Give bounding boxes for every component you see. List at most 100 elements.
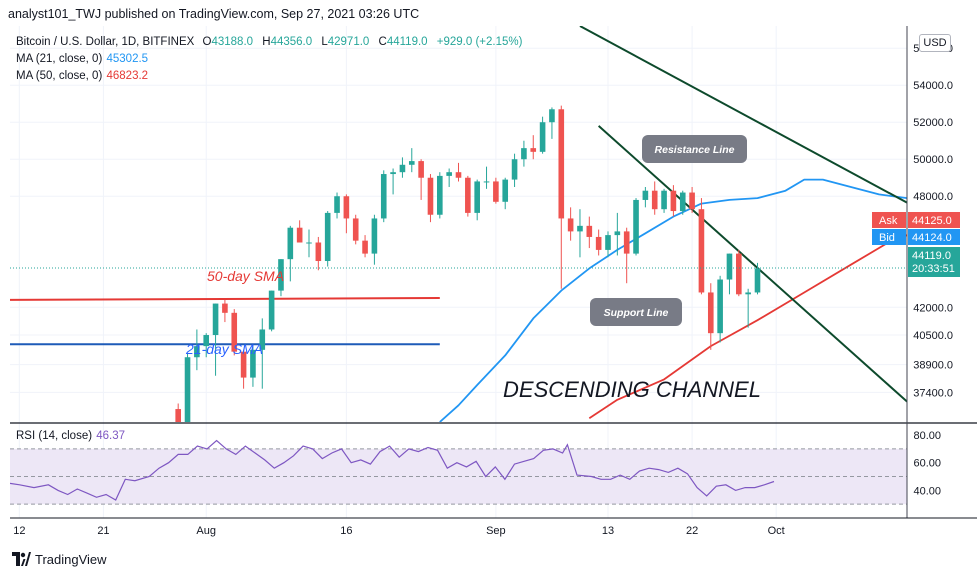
footer-brand-text: TradingView xyxy=(35,552,107,567)
currency-button[interactable]: USD xyxy=(919,34,951,52)
candle-body xyxy=(334,196,340,213)
resistance-label-box xyxy=(642,135,747,163)
candle-body xyxy=(324,212,331,262)
candle-body xyxy=(558,109,565,219)
candle-body xyxy=(521,148,527,160)
candle-body xyxy=(203,335,210,347)
rsi-line xyxy=(10,439,775,501)
price-pane xyxy=(10,26,907,422)
time-tick-label: 12 xyxy=(13,525,25,537)
footer-brand[interactable]: TradingView xyxy=(12,552,107,567)
high-value: 44356.0 xyxy=(270,36,313,48)
candle-body xyxy=(418,161,424,178)
rsi-band xyxy=(10,448,907,505)
candle-body xyxy=(465,177,471,213)
candle-body xyxy=(212,303,219,336)
candle-body xyxy=(380,174,387,219)
candle-body xyxy=(717,279,723,334)
resistance-label: Resistance Line xyxy=(655,144,735,156)
ma50-legend[interactable]: MA (50, close, 0) 46823.2 xyxy=(16,70,148,82)
candle-body xyxy=(427,177,434,215)
candle-body xyxy=(231,312,238,352)
time-tick-label: 22 xyxy=(686,525,698,537)
high-label: H xyxy=(262,36,271,48)
candle-body xyxy=(474,181,480,213)
ma21-value: 45302.5 xyxy=(106,53,149,65)
grid-lines xyxy=(10,26,907,518)
channel-title: DESCENDING CHANNEL xyxy=(503,377,761,402)
candle-body xyxy=(736,253,742,295)
time-tick-label: 16 xyxy=(340,525,352,537)
price-tick-label: 50000.0 xyxy=(913,154,953,166)
rsi-legend[interactable]: RSI (14, close) 46.37 xyxy=(16,430,125,442)
candle-body xyxy=(175,409,181,422)
resistance-line xyxy=(579,26,907,204)
bid-value-box xyxy=(908,229,960,245)
candle-body xyxy=(240,351,247,378)
candle-body xyxy=(689,192,695,210)
candle-body xyxy=(399,164,406,173)
candle-body xyxy=(343,196,350,219)
bid-value: 44124.0 xyxy=(912,232,952,244)
candle-body xyxy=(278,259,284,291)
change-value: +929.0 (+2.15%) xyxy=(436,36,523,48)
close-value: 44119.0 xyxy=(386,36,428,48)
candle-body xyxy=(511,159,518,180)
rsi-value: 46.37 xyxy=(96,430,126,442)
bid-label-box xyxy=(872,229,906,245)
low-value: 42971.0 xyxy=(327,36,370,48)
candle-body xyxy=(502,179,509,202)
candle-body xyxy=(222,303,228,313)
candle-body xyxy=(651,190,658,210)
candle-body xyxy=(530,148,537,152)
chart-frame xyxy=(10,26,977,519)
time-axis[interactable]: 12 21 Aug 16 Sep 13 22 Oct xyxy=(13,525,785,537)
candle-body xyxy=(586,225,593,237)
candle-body xyxy=(455,172,462,178)
support-line xyxy=(597,125,907,403)
candle-body xyxy=(539,122,546,152)
candle-body xyxy=(371,218,378,254)
ma21-annotation: 21-day SMA xyxy=(185,341,263,357)
price-tags: Ask 44125.0 Bid 44124.0 44119.020:33:51 xyxy=(872,212,960,277)
ma50-value: 46823.2 xyxy=(106,70,149,82)
price-tick-label: 52000.0 xyxy=(913,117,953,129)
candle-body xyxy=(493,181,499,202)
low-label: L xyxy=(321,36,328,48)
candle-body xyxy=(595,236,602,250)
price-tick-label: 48000.0 xyxy=(913,191,953,203)
countdown-value: 20:33:51 xyxy=(912,263,955,275)
rsi-pane xyxy=(10,439,775,501)
ask-label: Ask xyxy=(879,215,898,227)
price-tick-label: 40500.0 xyxy=(913,330,953,342)
candle-body xyxy=(614,231,621,236)
candle-body xyxy=(642,190,649,200)
candle-body xyxy=(567,218,574,232)
ma50-prior-line xyxy=(10,297,440,301)
time-tick-label: Sep xyxy=(486,525,506,537)
candle-body xyxy=(184,357,191,422)
candle-body xyxy=(437,175,443,215)
candle-body xyxy=(577,225,583,232)
time-tick-label: 21 xyxy=(97,525,109,537)
ma21-label: MA (21, close, 0) xyxy=(16,53,103,65)
candle-body xyxy=(408,161,415,165)
support-label: Support Line xyxy=(604,307,669,319)
symbol-name[interactable]: Bitcoin / U.S. Dollar, 1D, BITFINEX xyxy=(16,36,195,48)
price-tick-label: 38900.0 xyxy=(913,360,953,372)
candle-body xyxy=(661,190,667,210)
ma21-legend[interactable]: MA (21, close, 0) 45302.5 xyxy=(16,53,148,65)
candle-body xyxy=(362,240,368,254)
time-tick-label: 13 xyxy=(602,525,614,537)
candle-body xyxy=(287,227,294,260)
ma21-line xyxy=(439,178,907,422)
candle-body xyxy=(296,227,303,243)
candle-body xyxy=(446,172,452,176)
time-tick-label: Aug xyxy=(196,525,216,537)
candle-body xyxy=(670,190,677,212)
tradingview-logo-icon xyxy=(12,552,31,566)
candle-body xyxy=(259,329,266,350)
open-value: 43188.0 xyxy=(211,36,254,48)
candle-body xyxy=(679,192,686,212)
